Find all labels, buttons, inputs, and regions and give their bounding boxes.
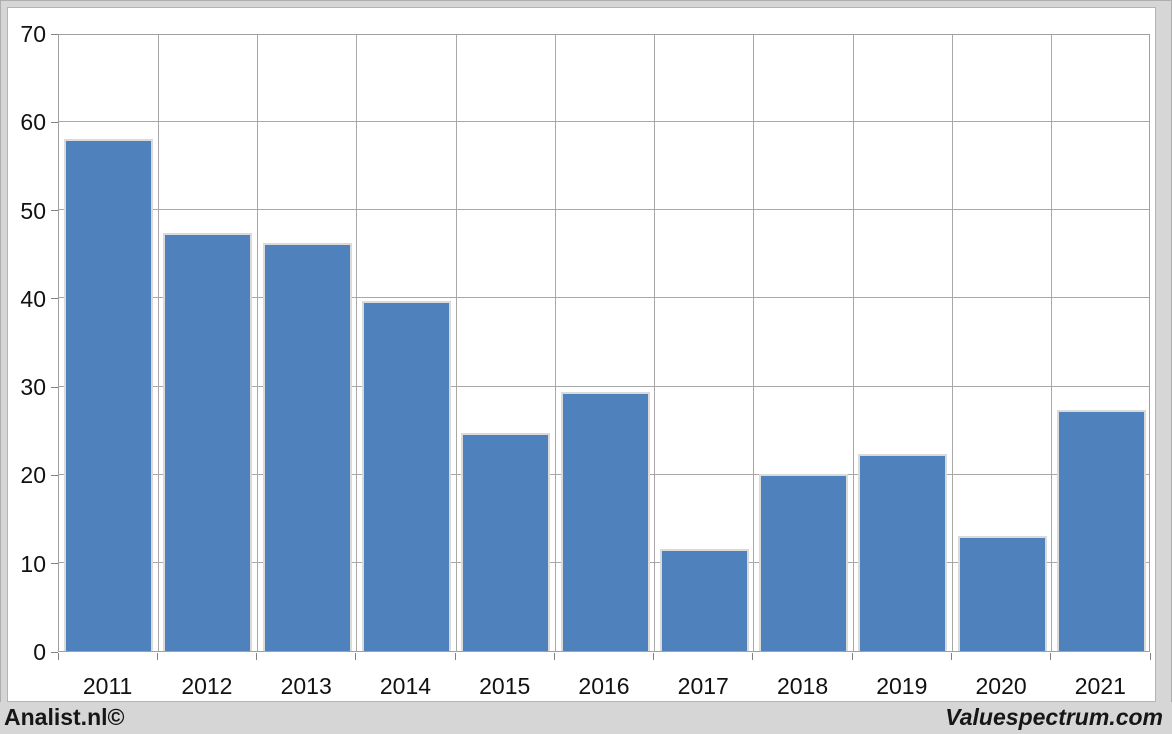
footer-bar: Analist.nl© Valuespectrum.com [0,702,1172,734]
gridline-vertical [257,35,259,651]
y-axis-label: 10 [20,550,46,577]
bar-2013 [262,243,352,651]
gridline-vertical [753,35,755,651]
x-axis-tick [553,653,555,660]
y-axis-tick [51,474,58,476]
bar-2012 [163,233,253,651]
x-axis-label: 2012 [181,673,233,699]
y-axis-tick [51,386,58,388]
gridline-vertical [951,35,953,651]
bar-2018 [759,473,849,651]
x-axis-label: 2014 [379,673,432,699]
x-axis-tick [156,653,158,660]
valuespectrum-brand-text: Valuespectrum.com [945,704,1163,730]
y-axis-label: 70 [20,21,46,47]
x-axis-label: 2011 [82,673,133,699]
x-axis-tick [653,653,655,660]
gridline-vertical [157,35,159,651]
bar-2019 [858,454,948,651]
gridline-vertical [455,35,457,651]
gridline-vertical [356,35,358,651]
x-axis-tick [752,653,754,660]
x-axis-tick [454,653,456,660]
analist-brand-text: Analist.nl© [4,704,125,730]
gridline-vertical [654,35,656,651]
plot-area [58,34,1150,652]
y-axis-label: 20 [20,462,46,489]
gridline-horizontal [59,209,1149,211]
gridline-vertical [554,35,556,651]
y-axis-tick [51,298,58,300]
gridline-vertical [852,35,854,651]
bar-2011 [64,138,154,651]
y-axis-tick [51,210,58,212]
y-axis-label: 50 [20,197,46,224]
x-axis-label: 2015 [479,673,531,699]
x-axis-tick [1149,653,1151,660]
x-axis-label: 2017 [677,673,729,699]
x-axis-label: 2016 [578,673,630,699]
x-axis-label: 2013 [280,673,332,699]
x-axis-label: 2018 [776,673,829,699]
bar-2020 [957,536,1047,651]
y-axis-tick [51,33,58,35]
x-axis-tick [1050,653,1052,660]
y-axis-label: 40 [20,285,46,312]
y-axis-label: 0 [33,639,46,665]
x-axis-label: 2021 [1074,673,1126,699]
y-axis-label: 30 [20,374,46,401]
gridline-horizontal [59,385,1149,387]
chart-panel: 0 10 20 30 40 50 60 70 2011 2012 2013 2014 2015 2016 2… [7,7,1156,702]
gridline-vertical [1051,35,1053,651]
x-axis-tick [57,653,59,660]
y-axis-tick [51,651,58,653]
bar-2014 [361,300,451,651]
x-axis-tick [256,653,258,660]
x-axis-tick [355,653,357,660]
y-axis-tick [51,563,58,565]
bar-2015 [461,432,551,651]
x-axis-label: 2019 [876,673,928,699]
bar-2016 [560,392,650,651]
y-axis-label: 60 [20,109,46,136]
gridline-horizontal [59,297,1149,299]
gridline-horizontal [59,120,1149,122]
x-axis-label: 2020 [975,673,1027,699]
bar-2017 [659,548,749,651]
y-axis-tick [51,121,58,123]
x-axis-tick [950,653,952,660]
bar-2021 [1056,409,1146,651]
x-axis-tick [851,653,853,660]
